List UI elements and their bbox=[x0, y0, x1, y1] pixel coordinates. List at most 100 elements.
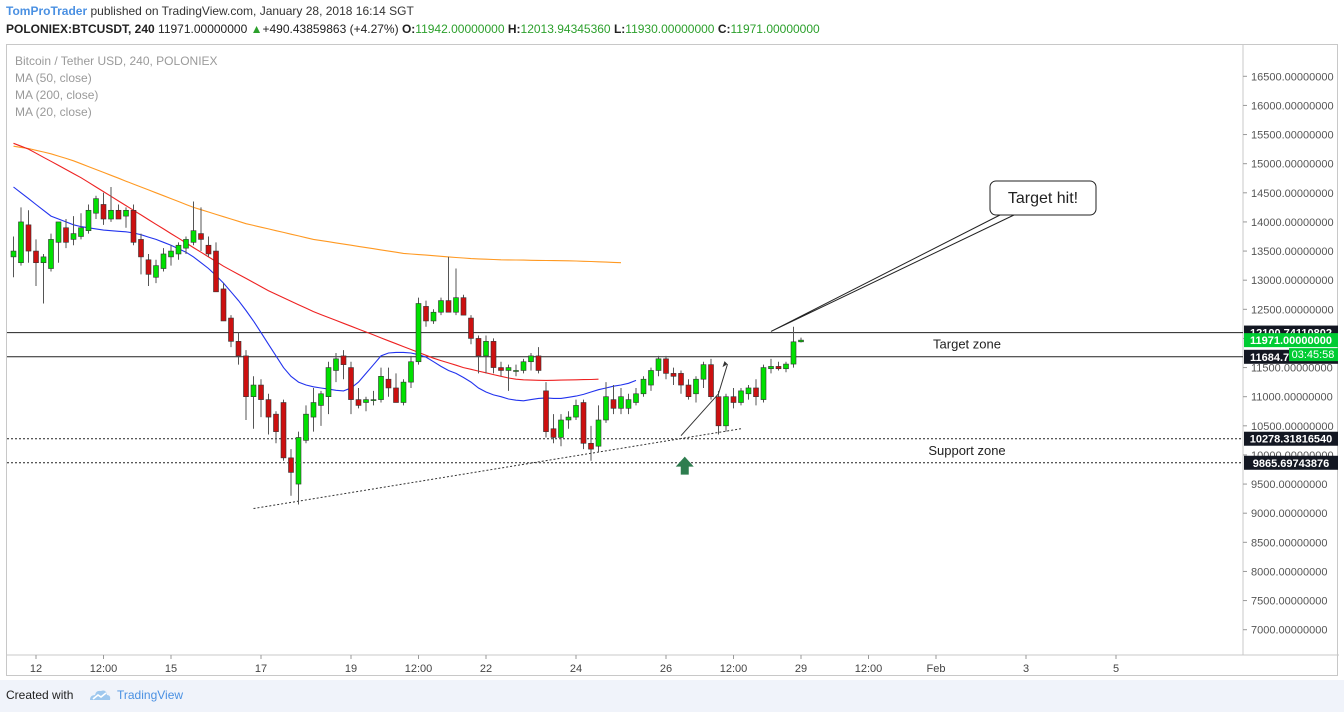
candle bbox=[93, 195, 99, 220]
candle bbox=[715, 390, 722, 435]
candle bbox=[288, 449, 294, 496]
legend-ma50[interactable]: MA (50, close) bbox=[15, 71, 92, 85]
y-tick-label: 9000.00000000 bbox=[1251, 508, 1327, 520]
low-label: L: bbox=[613, 22, 626, 36]
candle-body bbox=[438, 300, 444, 313]
callout-pointer bbox=[770, 214, 1015, 332]
candle bbox=[738, 387, 744, 406]
candle bbox=[550, 414, 557, 444]
candle bbox=[730, 387, 737, 409]
candle-body bbox=[535, 355, 542, 371]
tradingview-logo-icon[interactable] bbox=[88, 687, 112, 703]
candle bbox=[625, 393, 632, 415]
candle bbox=[205, 236, 212, 257]
candle-body bbox=[408, 361, 414, 383]
candle bbox=[48, 233, 54, 272]
candle bbox=[160, 248, 167, 272]
candle bbox=[745, 385, 752, 400]
candle bbox=[318, 390, 324, 426]
y-tick-label: 13000.00000000 bbox=[1251, 275, 1334, 287]
y-tick-label: 13500.00000000 bbox=[1251, 246, 1334, 258]
change-up-icon: ▲ bbox=[250, 22, 263, 36]
level-badge bbox=[1244, 431, 1338, 446]
publish-info: published on TradingView.com, January 28… bbox=[90, 4, 414, 18]
candle bbox=[603, 382, 609, 423]
candle-body bbox=[468, 317, 474, 339]
chart-area[interactable]: 16500.00000000 16000.00000000 15500.000000… bbox=[6, 44, 1339, 677]
candle bbox=[648, 367, 654, 391]
candle-body bbox=[415, 303, 422, 363]
candle bbox=[498, 361, 504, 377]
candle-body bbox=[768, 366, 774, 370]
candle-body bbox=[603, 396, 609, 421]
author-link[interactable]: TomProTrader bbox=[6, 4, 88, 18]
candle-body bbox=[618, 396, 624, 409]
price-chart[interactable]: 16500.00000000 16000.00000000 15500.000000… bbox=[7, 45, 1339, 677]
candle bbox=[768, 358, 774, 374]
candle-body bbox=[10, 250, 17, 258]
candle-body bbox=[483, 341, 489, 357]
candle bbox=[310, 387, 317, 432]
candle bbox=[610, 385, 617, 415]
candle bbox=[85, 204, 92, 234]
price-change: +490.43859863 (+4.27%) bbox=[262, 22, 399, 36]
candle bbox=[520, 358, 527, 374]
y-tick-label: 15500.00000000 bbox=[1251, 130, 1334, 142]
candle bbox=[18, 207, 24, 266]
candle-body bbox=[430, 311, 437, 322]
candle bbox=[228, 315, 234, 348]
candle-body bbox=[738, 390, 744, 403]
candle-body bbox=[670, 373, 677, 377]
x-tick-label: 12:00 bbox=[855, 663, 883, 675]
x-tick-label: 12:00 bbox=[405, 663, 433, 675]
candle bbox=[10, 236, 17, 278]
candle-body bbox=[363, 399, 369, 403]
candle-body bbox=[318, 393, 324, 406]
tradingview-link[interactable]: TradingView bbox=[117, 688, 184, 702]
candle-body bbox=[708, 364, 714, 397]
candle bbox=[303, 405, 309, 444]
candle bbox=[145, 253, 152, 287]
candle-body bbox=[663, 358, 669, 374]
candle bbox=[250, 376, 257, 429]
candle bbox=[78, 213, 84, 240]
candle bbox=[138, 233, 144, 275]
candle-body bbox=[25, 224, 32, 252]
y-tick-label: 14000.00000000 bbox=[1251, 217, 1334, 229]
y-tick-label: 11000.00000000 bbox=[1251, 392, 1333, 404]
candle-body bbox=[325, 367, 332, 397]
close-value: 11971.00000000 bbox=[730, 22, 820, 36]
y-tick-label: 8000.00000000 bbox=[1251, 566, 1327, 578]
candle bbox=[723, 393, 729, 432]
candle bbox=[175, 242, 182, 260]
ohlc-line: POLONIEX:BTCUSDT, 240 11971.00000000 ▲+4… bbox=[6, 22, 820, 36]
candle-body bbox=[723, 396, 729, 427]
candle bbox=[678, 370, 684, 394]
callout-text: Target hit! bbox=[1008, 190, 1078, 207]
candle-body bbox=[258, 384, 264, 400]
candle-body bbox=[528, 355, 534, 363]
candle-body bbox=[453, 297, 459, 313]
legend-ma20[interactable]: MA (20, close) bbox=[15, 105, 92, 119]
candle bbox=[595, 405, 602, 453]
y-tick-label: 16000.00000000 bbox=[1251, 100, 1334, 112]
candle-body bbox=[190, 230, 197, 243]
candle-body bbox=[355, 399, 362, 406]
candle bbox=[708, 358, 714, 400]
candle-body bbox=[153, 265, 159, 278]
candle bbox=[108, 186, 114, 222]
zone-label: Target zone bbox=[933, 337, 1001, 352]
y-tick-label: 11500.00000000 bbox=[1251, 363, 1333, 375]
candle bbox=[775, 361, 782, 371]
x-tick-label: 17 bbox=[255, 663, 267, 675]
candle-body bbox=[610, 399, 617, 409]
candle-body bbox=[588, 442, 594, 450]
candle-body bbox=[115, 209, 122, 220]
legend-ma200[interactable]: MA (200, close) bbox=[15, 88, 99, 102]
candle bbox=[280, 399, 287, 461]
candle-body bbox=[693, 378, 699, 395]
x-tick-label: 15 bbox=[165, 663, 177, 675]
candle bbox=[333, 353, 339, 383]
candle-body bbox=[580, 402, 587, 444]
candle bbox=[348, 361, 354, 415]
